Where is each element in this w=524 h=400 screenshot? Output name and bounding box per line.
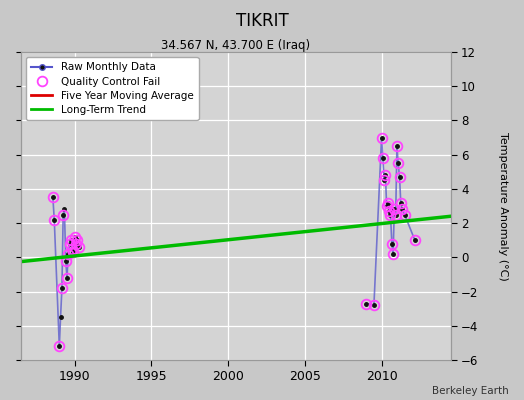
Legend: Raw Monthly Data, Quality Control Fail, Five Year Moving Average, Long-Term Tren: Raw Monthly Data, Quality Control Fail, … [26, 57, 199, 120]
Title: 34.567 N, 43.700 E (Iraq): 34.567 N, 43.700 E (Iraq) [161, 39, 310, 52]
Text: Berkeley Earth: Berkeley Earth [432, 386, 508, 396]
Text: TIKRIT: TIKRIT [236, 12, 288, 30]
Y-axis label: Temperature Anomaly (°C): Temperature Anomaly (°C) [498, 132, 508, 280]
